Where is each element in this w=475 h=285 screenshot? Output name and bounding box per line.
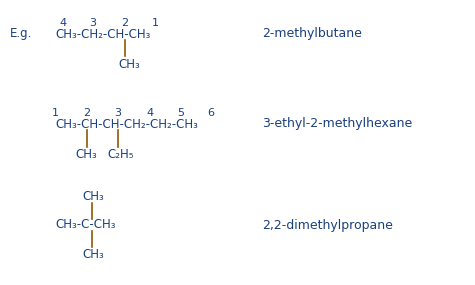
Text: CH₃-CH₂-CH-CH₃: CH₃-CH₂-CH-CH₃: [55, 27, 151, 40]
Text: CH₃-CH-CH-CH₂-CH₂-CH₃: CH₃-CH-CH-CH₂-CH₂-CH₃: [55, 117, 198, 131]
Text: 2: 2: [84, 108, 91, 118]
Text: 2-methylbutane: 2-methylbutane: [262, 27, 362, 40]
Text: CH₃: CH₃: [118, 58, 140, 72]
Text: 3: 3: [89, 18, 96, 28]
Text: 2: 2: [122, 18, 129, 28]
Text: 4: 4: [59, 18, 66, 28]
Text: CH₃: CH₃: [82, 190, 104, 203]
Text: 4: 4: [146, 108, 153, 118]
Text: 2,2-dimethylpropane: 2,2-dimethylpropane: [262, 219, 393, 231]
Text: E.g.: E.g.: [10, 27, 32, 40]
Text: 3: 3: [114, 108, 122, 118]
Text: 6: 6: [208, 108, 215, 118]
Text: CH₃-C-CH₃: CH₃-C-CH₃: [55, 219, 115, 231]
Text: 1: 1: [152, 18, 159, 28]
Text: C₂H₅: C₂H₅: [107, 148, 133, 162]
Text: CH₃: CH₃: [75, 148, 97, 162]
Text: CH₃: CH₃: [82, 249, 104, 262]
Text: 5: 5: [178, 108, 184, 118]
Text: 3-ethyl-2-methylhexane: 3-ethyl-2-methylhexane: [262, 117, 412, 131]
Text: 1: 1: [51, 108, 58, 118]
